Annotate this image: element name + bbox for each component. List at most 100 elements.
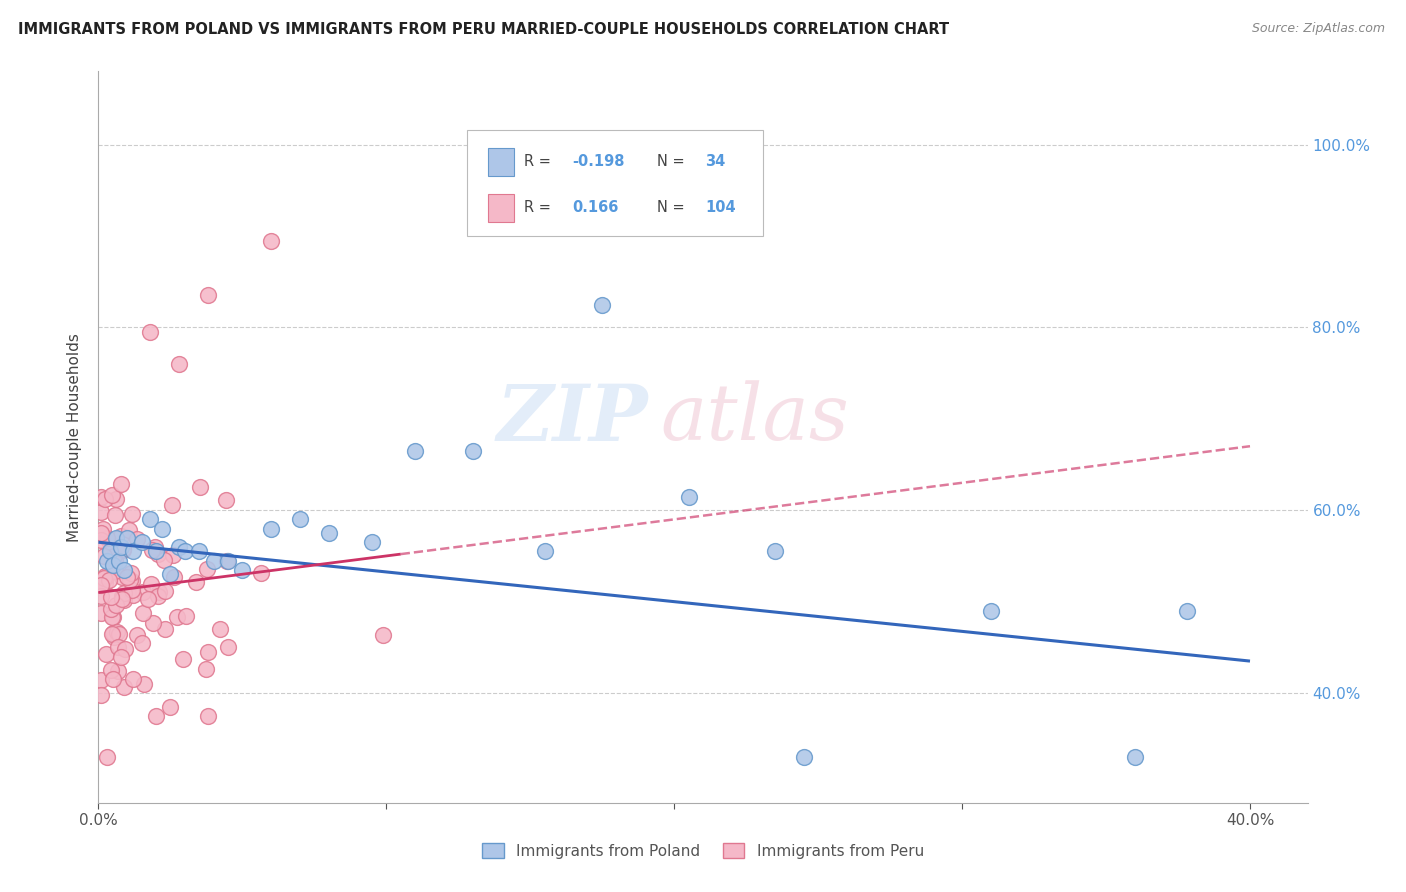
Point	[361, 535, 384, 549]
Point	[141, 577, 163, 591]
Point	[90, 505, 112, 519]
Point	[153, 584, 176, 599]
Point	[98, 536, 121, 550]
Point	[150, 521, 173, 535]
Text: -0.198: -0.198	[572, 153, 624, 169]
Point	[288, 512, 311, 526]
Point	[96, 553, 118, 567]
Point	[108, 627, 131, 641]
Point	[110, 477, 132, 491]
Point	[146, 547, 169, 561]
FancyBboxPatch shape	[467, 130, 763, 235]
Point	[111, 592, 134, 607]
Point	[91, 522, 114, 536]
Point	[217, 640, 239, 655]
Point	[93, 571, 115, 585]
Point	[94, 491, 117, 506]
Point	[197, 709, 219, 723]
Point	[197, 288, 219, 302]
Point	[141, 543, 163, 558]
Point	[114, 641, 136, 656]
Point	[461, 443, 484, 458]
Point	[90, 525, 112, 540]
Point	[112, 592, 135, 607]
Point	[188, 544, 211, 558]
Point	[104, 491, 127, 506]
Point	[162, 548, 184, 562]
Point	[90, 673, 112, 687]
Point	[159, 699, 181, 714]
Point	[101, 488, 124, 502]
Point	[122, 673, 145, 687]
Point	[591, 297, 613, 311]
Point	[101, 673, 124, 687]
Point	[96, 750, 118, 764]
Point	[250, 566, 273, 580]
Point	[139, 512, 162, 526]
Text: N =: N =	[657, 200, 689, 215]
Legend: Immigrants from Poland, Immigrants from Peru: Immigrants from Poland, Immigrants from …	[477, 837, 929, 864]
Point	[121, 582, 143, 597]
Point	[148, 589, 170, 603]
Point	[159, 567, 181, 582]
Point	[100, 626, 122, 640]
Point	[93, 549, 115, 564]
Point	[104, 553, 127, 567]
Point	[188, 480, 211, 494]
Point	[174, 608, 197, 623]
Point	[90, 689, 112, 703]
Point	[94, 575, 117, 590]
Point	[100, 590, 122, 604]
Point	[163, 570, 186, 584]
Point	[104, 565, 127, 579]
Point	[139, 325, 162, 339]
Point	[115, 531, 138, 545]
Point	[112, 586, 135, 600]
Point	[373, 628, 395, 642]
Point	[111, 570, 134, 584]
Point	[148, 584, 170, 599]
Point	[121, 574, 143, 588]
Point	[260, 234, 283, 248]
Point	[103, 508, 125, 522]
Point	[231, 563, 253, 577]
Point	[142, 615, 165, 630]
Text: 0.166: 0.166	[572, 200, 619, 215]
Point	[125, 628, 148, 642]
Text: R =: R =	[524, 200, 555, 215]
Point	[793, 750, 815, 764]
Point	[172, 652, 194, 666]
Point	[167, 357, 190, 371]
Point	[115, 570, 138, 584]
Point	[194, 662, 217, 676]
Point	[134, 677, 156, 691]
Point	[217, 553, 239, 567]
Point	[120, 566, 142, 581]
Point	[103, 609, 125, 624]
Point	[763, 544, 786, 558]
Point	[112, 680, 135, 694]
Point	[167, 540, 190, 554]
Point	[122, 544, 145, 558]
Point	[1123, 750, 1146, 764]
Point	[184, 574, 207, 589]
Point	[132, 606, 155, 620]
Point	[107, 640, 129, 654]
Point	[155, 622, 177, 636]
Point	[111, 543, 134, 558]
Point	[90, 606, 112, 620]
Point	[104, 598, 127, 612]
Y-axis label: Married-couple Households: Married-couple Households	[67, 333, 83, 541]
Point	[131, 635, 153, 649]
Point	[118, 524, 141, 538]
Text: R =: R =	[524, 153, 555, 169]
Point	[104, 531, 127, 545]
Point	[98, 544, 121, 558]
Point	[107, 664, 129, 678]
Point	[260, 521, 283, 535]
Text: ZIP: ZIP	[496, 381, 648, 457]
Point	[103, 630, 125, 644]
Point	[1175, 604, 1198, 618]
Point	[101, 625, 124, 640]
Point	[90, 490, 112, 504]
